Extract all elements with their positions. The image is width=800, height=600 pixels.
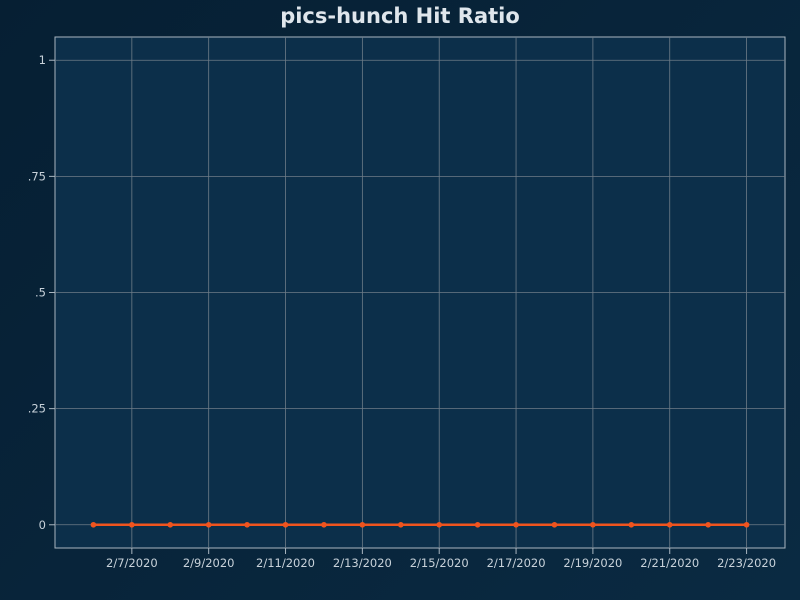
x-tick-label: 2/11/2020 bbox=[256, 556, 315, 570]
x-tick-label: 2/23/2020 bbox=[717, 556, 776, 570]
data-point bbox=[321, 521, 327, 528]
series-layer bbox=[90, 521, 750, 528]
x-tick-label: 2/9/2020 bbox=[183, 556, 235, 570]
data-point bbox=[205, 521, 212, 528]
y-tick-label: .5 bbox=[35, 286, 46, 300]
data-point bbox=[705, 521, 711, 528]
data-point bbox=[513, 521, 519, 528]
y-tick-label: .75 bbox=[28, 169, 46, 183]
data-point bbox=[743, 521, 750, 528]
grid-lines bbox=[55, 37, 785, 548]
data-point bbox=[551, 521, 558, 528]
data-point bbox=[590, 521, 596, 528]
data-point bbox=[628, 521, 635, 528]
data-point bbox=[282, 521, 289, 528]
y-tick-label: 1 bbox=[39, 53, 46, 67]
y-tick-label: .25 bbox=[28, 402, 46, 416]
x-tick-label: 2/19/2020 bbox=[563, 556, 622, 570]
data-point bbox=[129, 521, 135, 528]
x-tick-label: 2/17/2020 bbox=[487, 556, 546, 570]
data-point bbox=[359, 521, 366, 528]
data-point bbox=[397, 521, 404, 528]
x-tick-label: 2/15/2020 bbox=[410, 556, 469, 570]
data-point bbox=[244, 521, 250, 528]
chart-title: pics-hunch Hit Ratio bbox=[280, 4, 520, 28]
y-tick-label: 0 bbox=[39, 518, 46, 532]
data-point bbox=[666, 521, 673, 528]
axes: 0 .25 .5 .75 1 2/7/2020 2/9/2020 2/11/2020 2/13/… bbox=[28, 53, 776, 570]
x-tick-label: 2/13/2020 bbox=[333, 556, 392, 570]
data-point bbox=[90, 521, 97, 528]
data-point bbox=[167, 521, 174, 528]
data-point bbox=[474, 521, 481, 528]
x-tick-label: 2/7/2020 bbox=[106, 556, 158, 570]
x-tick-label: 2/21/2020 bbox=[640, 556, 699, 570]
data-point bbox=[436, 521, 443, 528]
